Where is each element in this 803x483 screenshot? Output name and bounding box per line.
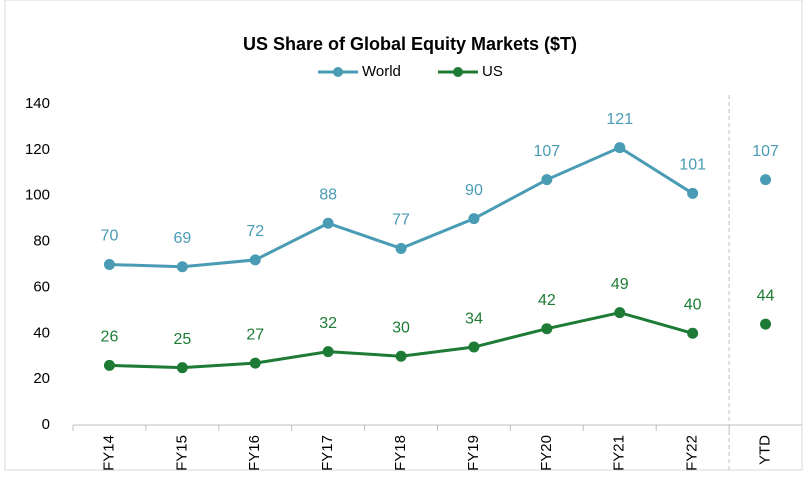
x-tick-label: FY14 <box>100 435 117 471</box>
data-label: 69 <box>173 230 191 247</box>
legend-label: US <box>482 63 503 80</box>
data-point <box>395 350 407 362</box>
data-label: 32 <box>319 315 337 332</box>
data-label: 107 <box>533 143 560 160</box>
x-tick-label: FY15 <box>173 435 190 471</box>
y-tick-label: 0 <box>42 416 50 433</box>
data-label: 88 <box>319 186 337 203</box>
chart-title: US Share of Global Equity Markets ($T) <box>243 34 577 54</box>
data-label: 26 <box>101 329 119 346</box>
data-point <box>614 307 626 319</box>
legend-marker <box>453 67 463 77</box>
data-label: 70 <box>101 228 119 245</box>
x-tick-label: FY18 <box>392 435 409 471</box>
data-label: 42 <box>538 292 556 309</box>
x-tick-label: FY16 <box>246 435 263 471</box>
data-point <box>322 217 334 229</box>
data-label: 30 <box>392 319 410 336</box>
data-point <box>614 142 626 154</box>
data-label: 90 <box>465 182 483 199</box>
x-tick-label: FY20 <box>538 435 555 471</box>
data-point <box>322 346 334 358</box>
data-point <box>468 213 480 225</box>
data-point <box>468 341 480 353</box>
data-label: 121 <box>606 111 633 128</box>
data-label: 25 <box>173 331 191 348</box>
data-point <box>687 187 699 199</box>
data-point <box>176 362 188 374</box>
data-point <box>103 259 115 270</box>
data-point <box>249 357 261 369</box>
y-tick-label: 140 <box>25 95 50 112</box>
data-label: 44 <box>757 287 775 304</box>
data-point <box>541 323 553 335</box>
data-point <box>249 254 261 266</box>
data-label: 77 <box>392 212 410 229</box>
data-label: 107 <box>752 143 779 160</box>
y-tick-label: 120 <box>25 141 50 158</box>
data-point <box>760 318 772 330</box>
x-tick-label: FY22 <box>684 435 701 471</box>
x-tick-label: FY19 <box>465 435 482 471</box>
data-label: 27 <box>246 326 264 343</box>
y-tick-label: 60 <box>33 278 50 295</box>
x-tick-label: YTD <box>757 435 774 465</box>
chart-border <box>4 0 803 471</box>
data-label: 101 <box>679 157 706 174</box>
y-tick-label: 40 <box>33 324 50 341</box>
data-label: 40 <box>684 297 702 314</box>
data-point <box>176 261 188 273</box>
x-tick-label: FY17 <box>319 435 336 471</box>
data-point <box>103 359 115 371</box>
legend-label: World <box>362 63 401 80</box>
y-tick-label: 80 <box>33 233 50 250</box>
y-tick-label: 20 <box>33 370 50 387</box>
data-point <box>395 242 407 254</box>
legend-marker <box>333 67 343 77</box>
data-label: 72 <box>246 223 264 240</box>
data-point <box>541 174 553 186</box>
data-point <box>687 327 699 339</box>
data-label: 34 <box>465 310 483 327</box>
data-label: 49 <box>611 276 629 293</box>
data-point <box>760 174 772 186</box>
y-tick-label: 100 <box>25 187 50 204</box>
x-tick-label: FY21 <box>611 435 628 471</box>
